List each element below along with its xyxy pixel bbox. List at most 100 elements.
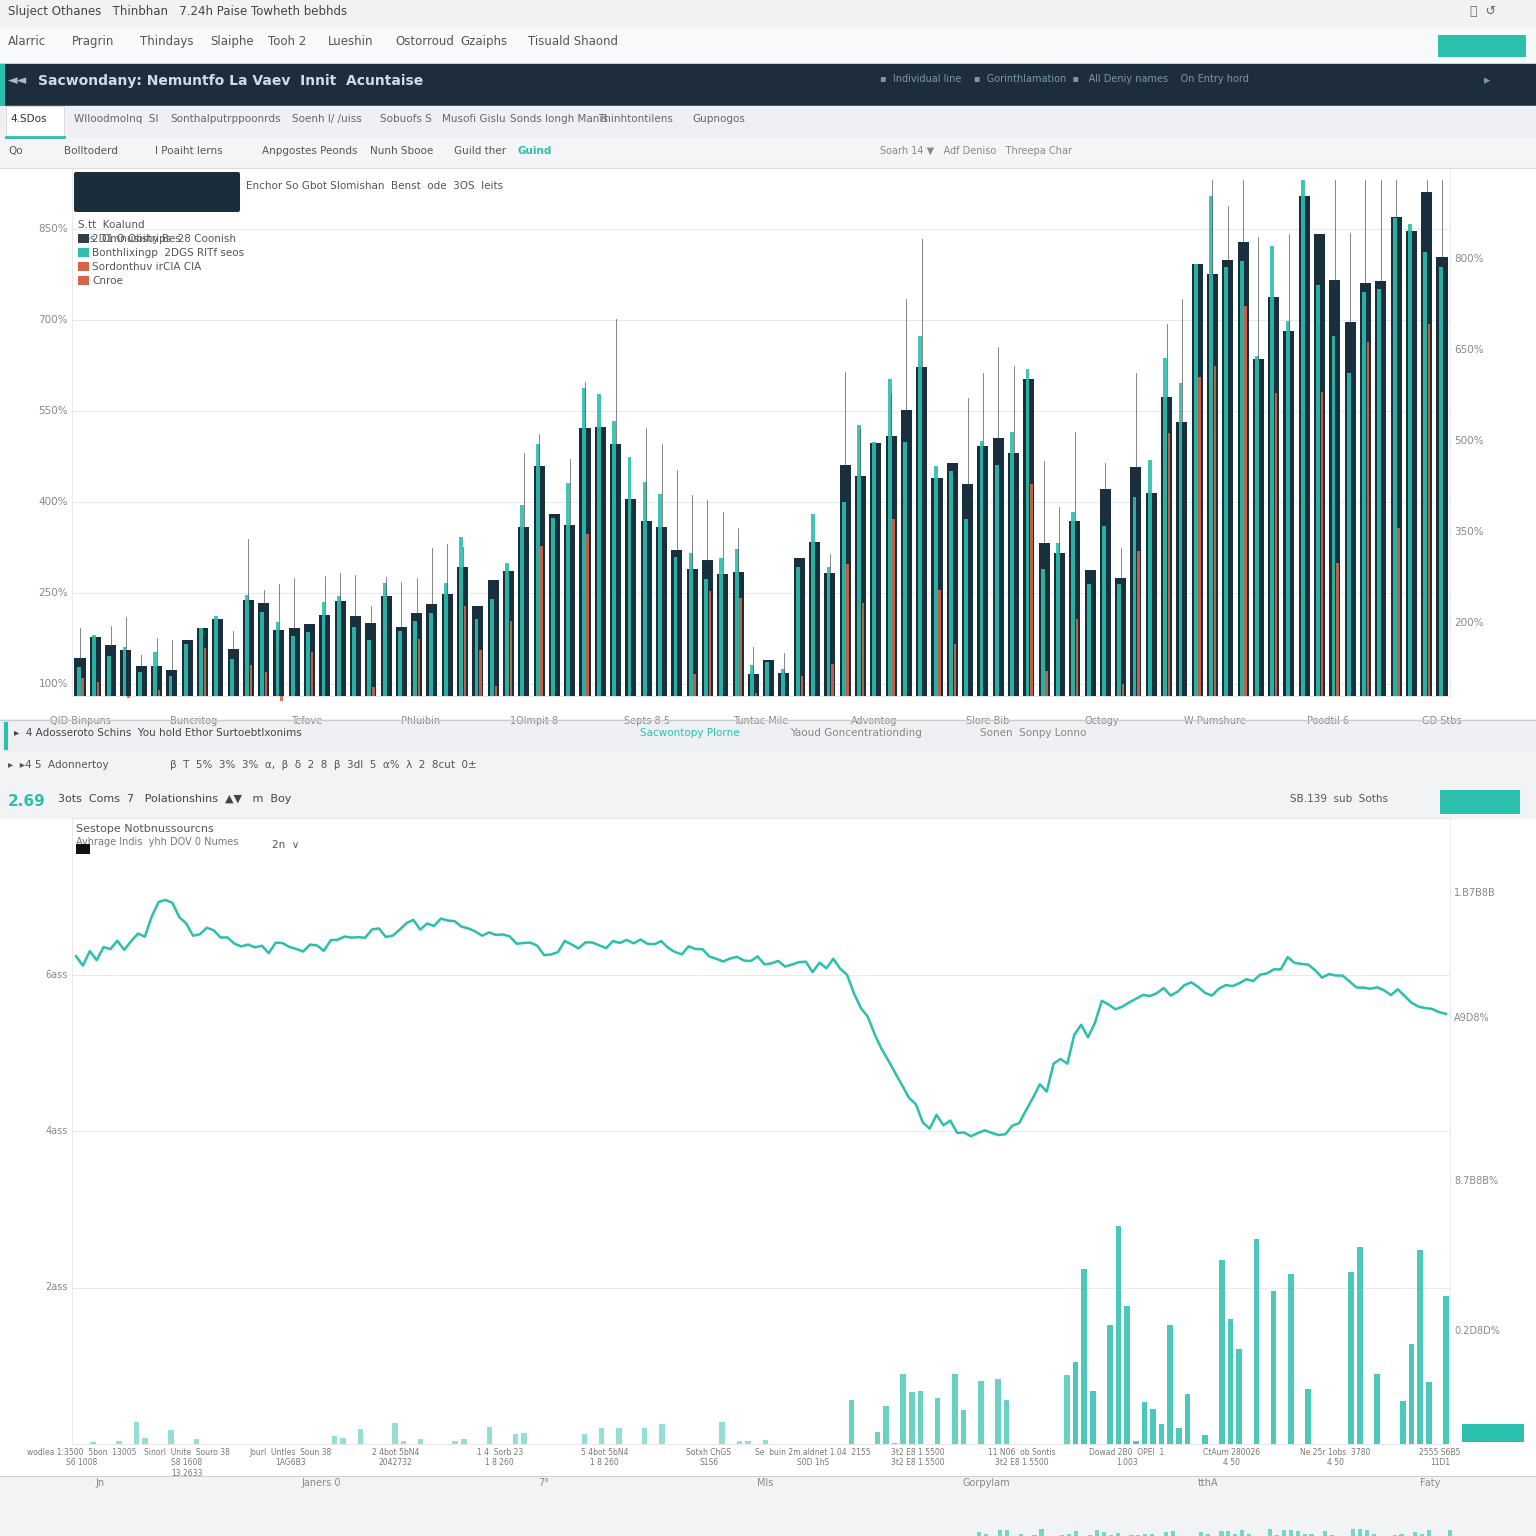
Bar <box>1206 1533 1210 1536</box>
Bar <box>719 558 723 696</box>
Bar <box>352 627 356 696</box>
Text: S.tt  Koalund: S.tt Koalund <box>78 220 144 230</box>
Bar <box>127 696 129 699</box>
Bar <box>91 1442 97 1444</box>
Text: 2555 S6B5
11D1: 2555 S6B5 11D1 <box>1419 1448 1461 1467</box>
Text: Anpgostes Peonds: Anpgostes Peonds <box>263 146 358 157</box>
Bar <box>1137 551 1140 696</box>
Text: ▪  Individual line    ▪  Gorinthlamation  ▪   All Deniy names    On Entry hord: ▪ Individual line ▪ Gorinthlamation ▪ Al… <box>880 74 1249 84</box>
Bar <box>954 644 955 696</box>
Bar <box>1255 356 1260 696</box>
Bar <box>1240 261 1244 696</box>
Bar <box>1057 542 1060 696</box>
Bar <box>1321 392 1324 696</box>
Text: Sestope Notbnussourcns: Sestope Notbnussourcns <box>75 823 214 834</box>
Bar <box>1121 684 1124 696</box>
Bar <box>1275 393 1278 696</box>
Bar <box>567 484 570 696</box>
Bar <box>366 624 376 696</box>
Bar <box>158 690 160 696</box>
Bar <box>1150 1409 1157 1444</box>
Bar <box>319 614 330 696</box>
Bar <box>931 478 943 696</box>
Text: Musofi Gislu: Musofi Gislu <box>442 114 505 124</box>
Bar <box>6 106 65 138</box>
Text: GD Stbs: GD Stbs <box>1422 716 1462 727</box>
Bar <box>78 263 89 270</box>
Bar <box>892 519 895 696</box>
Bar <box>548 513 561 696</box>
Bar <box>917 1392 923 1444</box>
Bar <box>840 465 851 696</box>
Bar <box>915 367 928 696</box>
Bar <box>719 1422 725 1444</box>
Bar <box>1409 224 1412 696</box>
Text: 2n  ∨: 2n ∨ <box>272 840 300 849</box>
Text: Cnroe: Cnroe <box>92 276 123 286</box>
Bar <box>977 1531 982 1536</box>
Bar <box>902 410 912 696</box>
Bar <box>849 1401 854 1444</box>
Text: Bolltoderd: Bolltoderd <box>65 146 118 157</box>
Bar <box>952 1373 957 1444</box>
Bar <box>521 505 524 696</box>
Text: 800%: 800% <box>1455 253 1484 264</box>
Bar <box>372 687 375 696</box>
Bar <box>1375 1375 1379 1444</box>
Bar <box>151 667 161 696</box>
Bar <box>594 427 605 696</box>
Bar <box>748 674 759 696</box>
Bar <box>1269 296 1279 696</box>
Bar <box>1072 511 1075 696</box>
Bar <box>138 671 141 696</box>
Bar <box>260 611 264 696</box>
Bar <box>212 619 223 696</box>
Bar <box>763 660 774 696</box>
Bar <box>888 378 891 696</box>
Text: Sacwondany: Nemuntfo La Vaev  Innit  Acuntaise: Sacwondany: Nemuntfo La Vaev Innit Acunt… <box>38 74 424 88</box>
Bar <box>1336 564 1339 696</box>
Bar <box>358 1428 362 1444</box>
Text: Slaiphe: Slaiphe <box>210 35 253 48</box>
Text: Pragrin: Pragrin <box>72 35 114 48</box>
Bar <box>1281 1530 1286 1536</box>
Bar <box>1303 1534 1307 1536</box>
Bar <box>826 567 831 696</box>
Text: 700%: 700% <box>38 315 68 324</box>
Bar <box>429 613 433 696</box>
Bar <box>995 1379 1001 1444</box>
Bar <box>703 579 708 696</box>
Bar <box>734 550 739 696</box>
Text: Guind: Guind <box>518 146 553 157</box>
Bar <box>290 636 295 696</box>
Text: ▸: ▸ <box>1484 74 1490 88</box>
Bar <box>1425 1382 1432 1444</box>
Text: Tisuald Shaond: Tisuald Shaond <box>528 35 617 48</box>
Bar <box>117 1441 121 1444</box>
Text: Sonthalputrppoonrds: Sonthalputrppoonrds <box>170 114 281 124</box>
Text: β  T  5%  3%  3%  α,  β  δ  2  8  β  3dl  5  α%  λ  2  8cut  0±: β T 5% 3% 3% α, β δ 2 8 β 3dl 5 α% λ 2 8… <box>170 760 476 770</box>
Bar <box>1064 1375 1069 1444</box>
Bar <box>1086 584 1091 696</box>
Bar <box>382 582 387 696</box>
Bar <box>459 538 464 696</box>
Text: 2D1 O Obihy Bes: 2D1 O Obihy Bes <box>92 233 181 244</box>
Bar <box>750 665 754 696</box>
Bar <box>1081 1269 1087 1444</box>
Text: Lueshin: Lueshin <box>329 35 373 48</box>
Bar <box>1284 330 1295 696</box>
Bar <box>490 599 493 696</box>
Bar <box>1069 521 1080 696</box>
Bar <box>1267 1530 1272 1536</box>
Text: CtAum 280026
4 50: CtAum 280026 4 50 <box>1203 1448 1260 1467</box>
Bar <box>1100 490 1111 696</box>
Bar <box>1427 1530 1432 1536</box>
Bar <box>1220 1531 1224 1536</box>
Text: Slore Bib: Slore Bib <box>966 716 1009 727</box>
Text: Guild ther: Guild ther <box>455 146 507 157</box>
Bar <box>487 579 499 696</box>
Bar <box>737 1441 742 1444</box>
Bar <box>197 628 207 696</box>
Text: Soarh 14 ▼   Adf Deniso   Threepa Char: Soarh 14 ▼ Adf Deniso Threepa Char <box>880 146 1072 157</box>
Bar <box>641 521 651 696</box>
